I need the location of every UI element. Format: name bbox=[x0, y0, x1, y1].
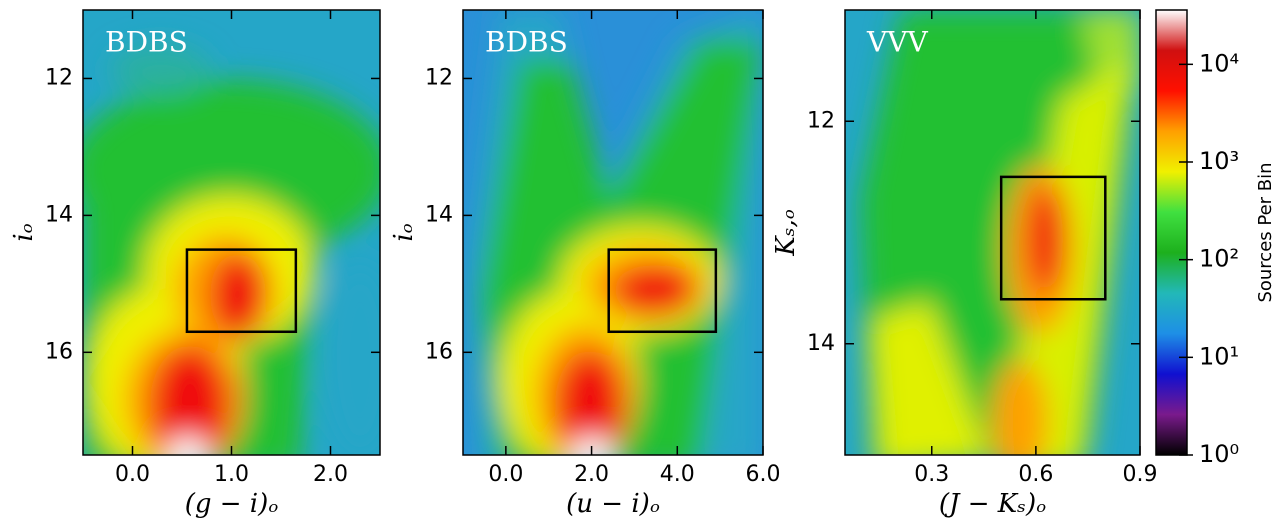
colorbar bbox=[1155, 9, 1188, 456]
panel-title: VVV bbox=[866, 26, 928, 59]
x-tick-label: 6.0 bbox=[746, 462, 781, 487]
y-axis-label: iₒ bbox=[389, 223, 419, 241]
panel-title: BDBS bbox=[485, 26, 568, 59]
x-tick-label: 4.0 bbox=[660, 462, 695, 487]
y-tick-label: 12 bbox=[807, 108, 835, 133]
x-tick-label: 0.0 bbox=[488, 462, 523, 487]
y-tick-label: 12 bbox=[45, 65, 73, 90]
x-axis-label: (u − i)ₒ bbox=[566, 489, 660, 519]
panel-title: BDBS bbox=[105, 26, 188, 59]
y-tick-label: 12 bbox=[425, 65, 453, 90]
colorbar-tick-label: 10¹ bbox=[1199, 342, 1239, 370]
colorbar-tick-label: 10² bbox=[1199, 245, 1239, 273]
x-axis-label: (g − i)ₒ bbox=[185, 489, 279, 519]
y-axis-label: Kₛ,ₒ bbox=[771, 209, 801, 256]
y-tick-label: 14 bbox=[45, 202, 73, 227]
selection-box bbox=[607, 248, 718, 334]
x-tick-label: 1.0 bbox=[214, 462, 249, 487]
selection-box bbox=[185, 248, 298, 334]
density-map bbox=[463, 10, 763, 455]
y-tick-label: 14 bbox=[807, 331, 835, 356]
colorbar-tick-label: 10⁴ bbox=[1199, 49, 1239, 77]
x-tick-label: 2.0 bbox=[574, 462, 609, 487]
x-tick-label: 0.6 bbox=[1018, 462, 1053, 487]
y-tick-label: 16 bbox=[425, 339, 453, 364]
y-tick-label: 16 bbox=[45, 339, 73, 364]
plot-frame bbox=[844, 9, 1141, 456]
x-tick-label: 2.0 bbox=[313, 462, 348, 487]
colorbar-tick-label: 10³ bbox=[1199, 147, 1239, 175]
plot-frame bbox=[462, 9, 764, 456]
x-axis-label: (J − Kₛ)ₒ bbox=[939, 489, 1046, 519]
colorbar-label: Sources Per Bin bbox=[1255, 162, 1276, 302]
density-map bbox=[83, 10, 380, 455]
x-tick-label: 0.9 bbox=[1123, 462, 1158, 487]
colorbar-tick-label: 10⁰ bbox=[1199, 440, 1239, 468]
density-map bbox=[845, 10, 1140, 455]
selection-box bbox=[999, 175, 1107, 301]
y-tick-label: 14 bbox=[425, 202, 453, 227]
plot-frame bbox=[82, 9, 381, 456]
y-axis-label: iₒ bbox=[9, 223, 39, 241]
x-tick-label: 0.3 bbox=[914, 462, 949, 487]
x-tick-label: 0.0 bbox=[115, 462, 150, 487]
